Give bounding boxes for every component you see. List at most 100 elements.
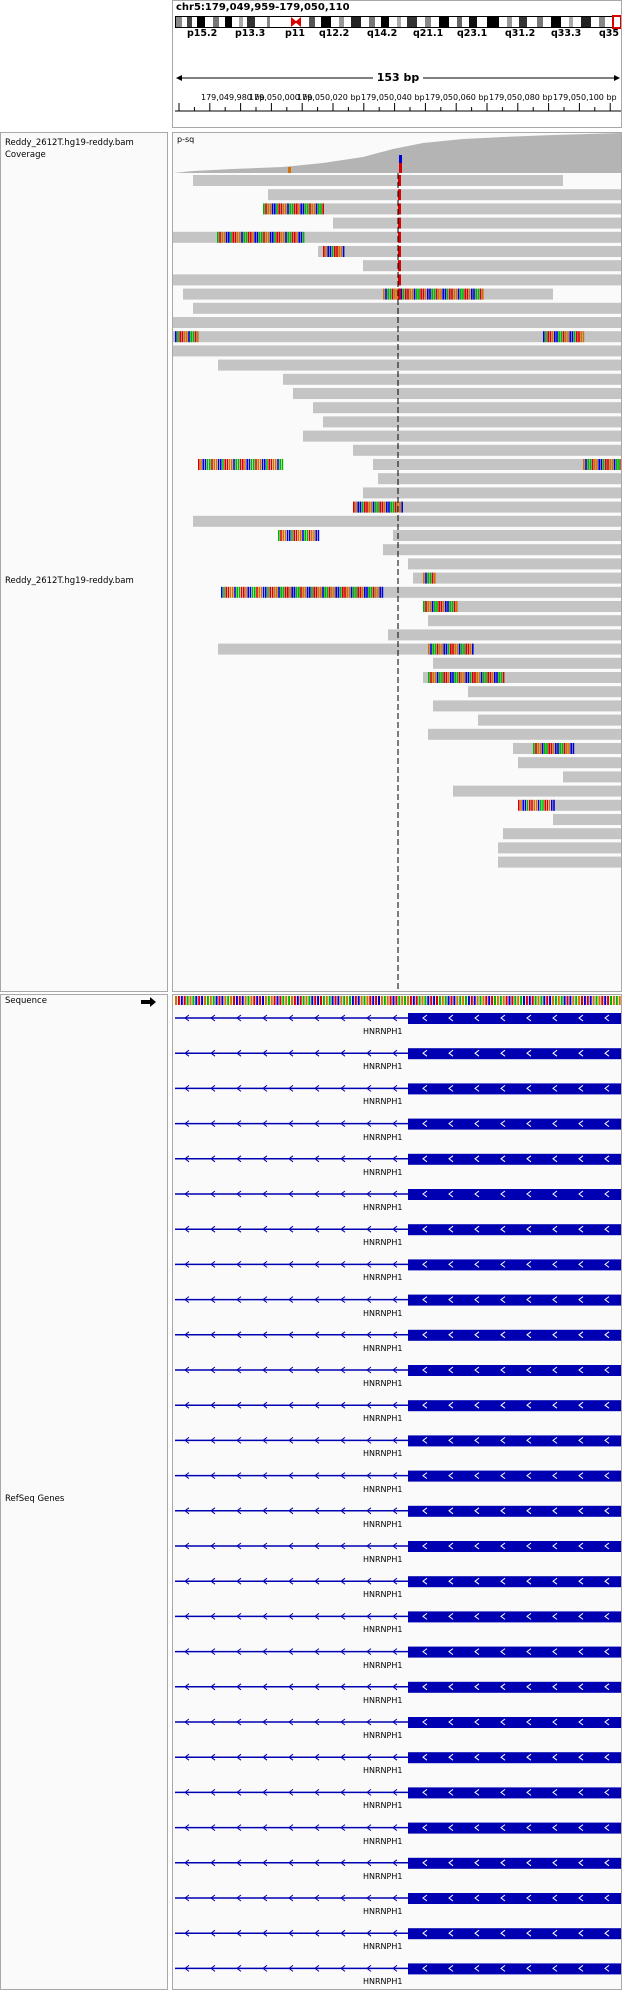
gene-name-label[interactable]: HNRNPH1 [363, 1871, 403, 1881]
sequence-base [415, 996, 418, 1005]
strand-chevron [288, 1648, 294, 1655]
mismatch-base [353, 501, 355, 513]
gene-name-label[interactable]: HNRNPH1 [363, 1836, 403, 1846]
gene-name-label[interactable]: HNRNPH1 [363, 1731, 403, 1740]
ruler-tick-label: 179,050,080 bp [489, 93, 553, 102]
strand-chevron [236, 1894, 242, 1902]
gene-name-label[interactable]: HNRNPH1 [363, 1519, 403, 1529]
mismatch-base [598, 459, 600, 470]
strand-chevron [184, 1190, 190, 1198]
mismatch-base [449, 288, 451, 300]
strand-chevron [314, 1718, 320, 1726]
refseq-gene-track[interactable] [173, 1007, 622, 1990]
sequence-base [560, 996, 563, 1005]
gene-name-label[interactable]: HNRNPH1 [363, 1414, 403, 1424]
strand-chevron [314, 1789, 320, 1796]
strand-chevron [366, 1753, 372, 1761]
strand-chevron [262, 1753, 268, 1761]
read [218, 359, 621, 371]
gene-name-label[interactable]: HNRNPH1 [363, 1027, 403, 1036]
mismatch-base [550, 743, 553, 754]
strand-chevron [500, 1049, 506, 1057]
mismatch-base [281, 459, 284, 470]
feature-label-panel[interactable]: Sequence RefSeq Genes [0, 994, 168, 1990]
refseq-track-label[interactable]: RefSeq Genes [5, 1494, 65, 1504]
sequence-base [380, 996, 383, 1005]
strand-chevron [184, 1577, 190, 1585]
gene-name-label[interactable]: HNRNPH1 [363, 1062, 403, 1072]
mismatch-base [445, 601, 447, 612]
mismatch-base [253, 459, 255, 470]
gene-name-label[interactable]: HNRNPH1 [363, 1203, 403, 1212]
gene-name-label[interactable]: HNRNPH1 [363, 1766, 403, 1776]
gene-exon [408, 1717, 621, 1728]
gene-name-label[interactable]: HNRNPH1 [363, 1942, 403, 1952]
strand-chevron [288, 1436, 294, 1444]
gene-name-label[interactable]: HNRNPH1 [363, 1907, 403, 1916]
strand-chevron [236, 1260, 242, 1268]
strand-chevron [314, 1296, 320, 1304]
gene-name-label[interactable]: HNRNPH1 [363, 1555, 403, 1564]
mismatch-base [192, 331, 195, 343]
mismatch-base [560, 331, 563, 343]
mismatch-base [469, 643, 472, 655]
mismatch-base [325, 246, 327, 257]
strand-chevron [448, 1190, 454, 1198]
sequence-base [610, 996, 612, 1005]
sequence-track[interactable] [173, 995, 622, 1007]
mismatch-base [533, 799, 535, 811]
gene-name-label[interactable]: HNRNPH1 [363, 1097, 403, 1107]
strand-chevron [392, 1648, 398, 1655]
gene-name-label[interactable]: HNRNPH1 [363, 1273, 403, 1283]
strand-chevron [340, 1331, 346, 1339]
alignment-reads[interactable] [173, 175, 622, 992]
strand-arrow-icon[interactable] [141, 997, 157, 1007]
strand-chevron [578, 1085, 584, 1092]
gene-name-label[interactable]: HNRNPH1 [363, 1660, 403, 1670]
mismatch-base [559, 743, 561, 754]
mismatch-base [280, 231, 283, 243]
mismatch-base [449, 601, 451, 612]
mismatch-base [256, 231, 259, 243]
gene-name-label[interactable]: HNRNPH1 [363, 1590, 403, 1600]
alignment-data-panel[interactable]: p-sq [172, 132, 622, 992]
gene-name-label[interactable]: HNRNPH1 [363, 1238, 403, 1248]
strand-chevron [262, 1824, 268, 1831]
gene-name-label[interactable]: HNRNPH1 [363, 1379, 403, 1388]
mismatch-base [467, 643, 470, 655]
mismatch-base [582, 331, 585, 343]
gene-name-label[interactable]: HNRNPH1 [363, 1343, 403, 1353]
mismatch-base [366, 586, 368, 598]
sequence-base [612, 996, 615, 1005]
mismatch-base [289, 203, 291, 215]
feature-data-panel[interactable]: HNRNPH1 HNRNPH1 HNRNPH1 HNRNPH1 HNRNPH1 HNRNP… [172, 994, 622, 1990]
gene-name-label[interactable]: HNRNPH1 [363, 1449, 403, 1459]
coverage-track-label[interactable]: Reddy_2612T.hg19-reddy.bam Coverage [5, 138, 134, 160]
strand-chevron [448, 1753, 454, 1761]
sequence-base [285, 996, 288, 1005]
gene-name-label[interactable]: HNRNPH1 [363, 1308, 403, 1318]
sequence-track-label[interactable]: Sequence [5, 996, 47, 1006]
gene-name-label[interactable]: HNRNPH1 [363, 1132, 403, 1142]
gene-name-label[interactable]: HNRNPH1 [363, 1167, 403, 1177]
strand-chevron [262, 1929, 268, 1937]
sequence-base [511, 996, 514, 1005]
sequence-base [389, 996, 392, 1005]
mismatch-base [190, 331, 192, 343]
gene-name-label[interactable]: HNRNPH1 [363, 1801, 403, 1811]
mismatch-base [186, 331, 188, 343]
mismatch-base [342, 246, 345, 257]
mismatch-base [265, 586, 267, 598]
gene-name-label[interactable]: HNRNPH1 [363, 1484, 403, 1494]
mismatch-base [313, 203, 316, 215]
gene-name-label[interactable]: HNRNPH1 [363, 1977, 403, 1987]
gene-name-label[interactable]: HNRNPH1 [363, 1625, 403, 1635]
gene-name-label[interactable]: HNRNPH1 [363, 1695, 403, 1705]
mismatch-base [422, 288, 425, 300]
sequence-base [485, 996, 488, 1005]
alignment-label-panel[interactable]: Reddy_2612T.hg19-reddy.bam Coverage Redd… [0, 132, 168, 992]
sequence-base [441, 996, 444, 1005]
alignment-track-label[interactable]: Reddy_2612T.hg19-reddy.bam [5, 576, 134, 586]
coverage-track[interactable] [173, 133, 622, 173]
strand-chevron [210, 1824, 216, 1831]
